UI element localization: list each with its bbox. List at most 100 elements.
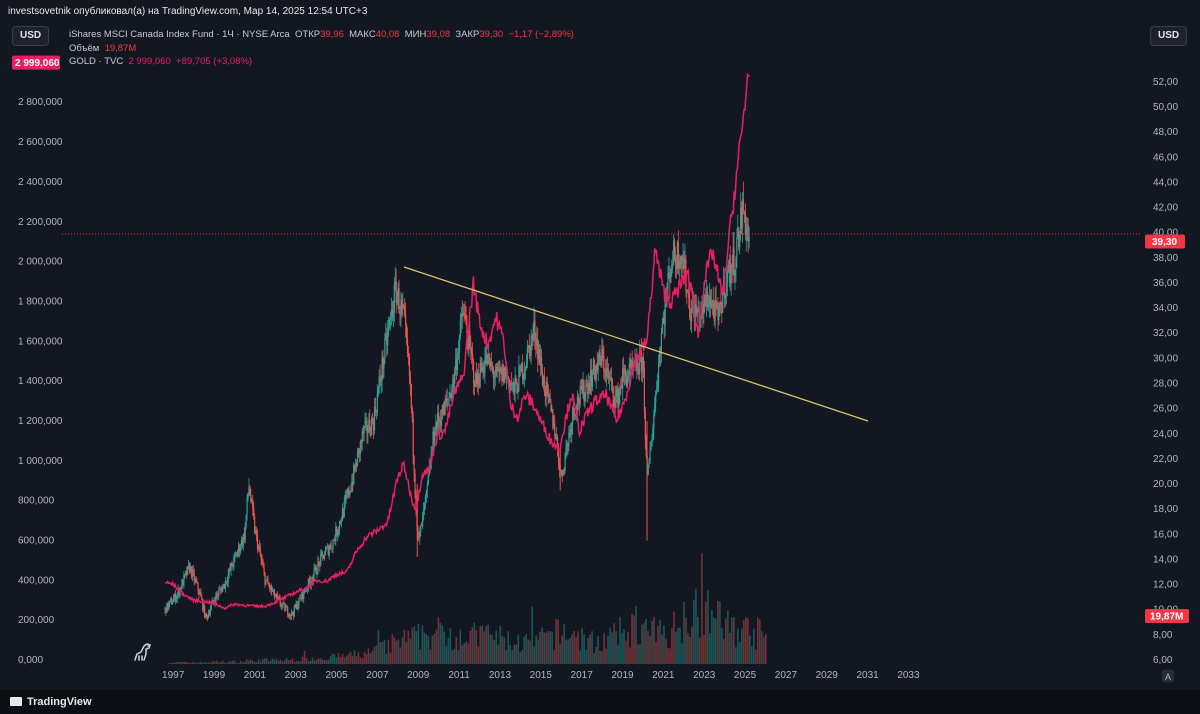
volume-bar [249,659,252,664]
candle-body [517,391,519,393]
candle-body [657,362,660,385]
volume-bar [391,634,394,664]
volume-bar [619,616,621,664]
volume-bar [429,649,432,664]
volume-bar [677,627,679,664]
candle-body [526,348,528,366]
volume-bar [213,661,216,664]
volume-bar [257,659,260,664]
volume-bar [495,630,498,664]
volume-bar [697,616,699,664]
candle-body [494,375,496,378]
candle-body [610,378,612,380]
candle-body [614,395,616,407]
volume-bar [253,661,256,664]
volume-bar [661,634,663,664]
volume-bar [657,625,659,664]
tradingview-brand[interactable]: TradingView [10,696,92,708]
volume-bar [741,628,743,664]
candle-body [271,591,274,592]
candle-body [380,381,382,383]
legend-volume-row[interactable]: Объём 19,87M [69,42,574,56]
candle-body [536,339,538,346]
candle-body [653,414,655,429]
candle-body [484,359,486,372]
candle-body [333,539,335,541]
left-currency-button[interactable]: USD [12,26,50,46]
candle-body [477,372,479,386]
candle-body [662,317,664,324]
candle-body [706,292,708,302]
legend-gold-row[interactable]: GOLD · TVC 2 999,060 +89,705 (+3,08%) [69,55,574,69]
candle-body [712,299,714,308]
volume-bar [343,657,346,664]
candle-body [362,431,364,434]
candle-body [229,568,231,570]
candle-body [739,234,741,248]
candle-body [207,613,210,618]
x-tick-label: 2019 [611,670,634,681]
volume-bar [579,650,581,664]
candle-body [206,615,209,618]
candle-body [329,544,331,550]
candle-body [650,446,652,450]
candle-body [396,296,398,303]
candle-body [357,448,360,452]
candle-body [403,305,405,309]
candle-body [267,578,269,584]
volume-bar [615,631,617,664]
candle-body [731,265,733,268]
volume-bar [543,632,545,664]
volume-bar [659,619,661,664]
candle-body [548,394,550,396]
volume-bar [673,611,675,664]
candle-body [711,299,713,303]
candle-body [457,352,460,354]
volume-bar [185,662,188,664]
right-currency-button[interactable]: USD [1150,26,1188,46]
candle-body [596,364,598,372]
right-tick-label: 50,00 [1153,102,1178,113]
candle-body [694,304,696,325]
candle-body [179,587,181,595]
candle-body [296,603,298,609]
candle-body [259,548,261,556]
candle-body [747,224,749,242]
candle-body [220,589,222,591]
volume-bar [745,617,747,664]
series-legend: iShares MSCI Canada Index Fund · 1Ч · NY… [69,28,574,69]
candle-body [209,609,211,615]
right-tick-label: 36,00 [1153,278,1178,289]
volume-bar [557,619,559,664]
left-tick-label: 200,000 [18,615,55,626]
candle-body [170,599,172,601]
candle-body [233,556,235,567]
candle-body [338,521,341,530]
candle-body [455,358,457,371]
legend-close-value: 39,30 [479,29,504,40]
volume-bar [471,627,474,664]
legend-main-row[interactable]: iShares MSCI Canada Index Fund · 1Ч · NY… [69,28,574,42]
candle-body [511,383,513,386]
candle-body [221,586,224,592]
candle-body [716,301,718,309]
candle-body [458,336,461,353]
candle-body [252,499,254,509]
volume-bar [335,657,338,664]
volume-bar [387,639,390,664]
candle-body [467,338,469,351]
candle-body [430,453,432,469]
candle-body [551,409,553,411]
volume-bar [641,624,643,664]
volume-bar [269,660,272,664]
candle-body [365,420,367,422]
candle-body [414,473,416,495]
candle-body [615,395,617,398]
candle-body [348,488,350,495]
candle-body [597,362,599,372]
candle-body [631,360,633,368]
candle-body [352,481,354,485]
candle-body [574,414,577,416]
volume-bar [665,638,667,664]
